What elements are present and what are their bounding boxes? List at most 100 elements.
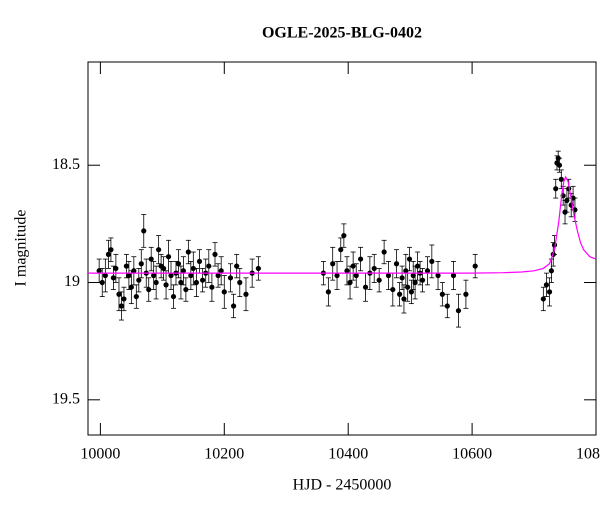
data-point <box>227 275 234 281</box>
chart-title: OGLE-2025-BLG-0402 <box>262 25 422 42</box>
data-point <box>138 261 144 267</box>
data-point <box>118 303 125 309</box>
data-point <box>218 268 224 274</box>
y-tick-label: 18.5 <box>52 156 80 173</box>
data-point <box>123 263 130 269</box>
data-point <box>540 296 546 302</box>
data-point <box>146 286 152 293</box>
data-point <box>334 272 340 279</box>
data-point <box>564 197 570 204</box>
x-axis-label: HJD - 2450000 <box>293 477 392 494</box>
data-point <box>180 268 187 274</box>
data-point <box>170 293 177 300</box>
data-point <box>548 268 554 274</box>
data-point <box>185 249 191 255</box>
data-point <box>168 272 174 279</box>
data-point <box>141 228 147 234</box>
data-point <box>156 247 162 253</box>
data-point <box>108 247 114 253</box>
y-tick-label: 19.5 <box>52 390 80 407</box>
data-point <box>403 268 409 274</box>
data-point <box>556 162 563 168</box>
data-point <box>190 265 196 272</box>
data-point <box>381 249 387 255</box>
data-point <box>153 279 159 286</box>
data-point <box>390 286 396 293</box>
data-point <box>429 258 435 265</box>
data-point <box>463 291 469 297</box>
data-point <box>230 303 237 309</box>
plot-frame <box>87 61 597 436</box>
data-point <box>105 251 112 257</box>
data-point <box>546 289 553 295</box>
data-point <box>330 261 336 267</box>
model-curve <box>88 175 597 274</box>
data-point <box>206 263 212 269</box>
x-tick-label: 10400 <box>328 446 368 463</box>
data-point <box>325 289 331 295</box>
data-point <box>405 284 411 290</box>
data-point <box>99 279 105 286</box>
data-point <box>543 282 550 288</box>
x-tick-label: 10800 <box>576 446 600 463</box>
data-point <box>357 256 364 262</box>
data-point <box>353 272 359 279</box>
data-point <box>406 256 413 262</box>
data-point <box>110 275 116 281</box>
data-point <box>102 272 108 279</box>
data-point <box>163 282 169 288</box>
data-point <box>131 268 137 274</box>
data-point <box>397 291 403 297</box>
data-point <box>472 263 478 269</box>
data-point <box>410 272 416 279</box>
data-point <box>338 247 344 253</box>
x-tick-label: 10000 <box>80 446 120 463</box>
data-point <box>347 279 353 286</box>
data-point <box>362 284 369 290</box>
x-tick-label: 10600 <box>452 446 492 463</box>
data-point <box>408 289 414 295</box>
data-point <box>151 272 157 279</box>
data-point <box>558 176 564 182</box>
data-point <box>401 296 407 302</box>
data-point <box>175 261 182 267</box>
data-point <box>121 296 127 302</box>
data-point <box>221 289 227 295</box>
data-point <box>341 232 347 239</box>
data-point <box>116 291 122 297</box>
data-point <box>439 291 445 297</box>
data-point <box>435 272 441 279</box>
data-point <box>183 286 189 293</box>
data-point <box>165 254 172 260</box>
y-tick-label: 19 <box>64 273 80 290</box>
data-point <box>419 277 426 283</box>
data-point <box>255 265 261 272</box>
data-point <box>243 291 249 297</box>
data-point <box>237 279 243 286</box>
y-axis-label: I magnitude <box>13 210 30 287</box>
data-point <box>178 279 184 286</box>
data-point <box>148 256 154 262</box>
data-point <box>412 279 418 286</box>
data-point <box>414 263 421 269</box>
data-point <box>126 272 132 279</box>
data-point <box>113 265 119 272</box>
data-point <box>200 277 206 283</box>
data-point <box>455 308 462 314</box>
x-tick-label: 10200 <box>204 446 244 463</box>
data-point <box>209 284 215 290</box>
data-point <box>350 263 356 269</box>
data-point <box>234 263 240 269</box>
data-point <box>136 277 142 283</box>
data-point <box>424 268 431 274</box>
data-point <box>196 258 203 265</box>
data-point <box>444 303 450 309</box>
data-point <box>96 268 102 274</box>
data-point <box>385 272 392 279</box>
data-point <box>344 268 350 274</box>
data-point <box>553 186 559 192</box>
data-point <box>133 293 139 300</box>
data-point <box>160 265 167 272</box>
data-point <box>376 277 382 283</box>
